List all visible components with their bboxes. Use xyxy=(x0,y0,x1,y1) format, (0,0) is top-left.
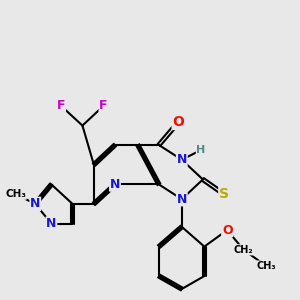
Text: N: N xyxy=(46,217,57,230)
Text: O: O xyxy=(172,115,184,129)
Text: S: S xyxy=(219,187,229,201)
Text: N: N xyxy=(110,178,120,191)
Text: CH₂: CH₂ xyxy=(234,245,254,255)
Text: O: O xyxy=(222,224,232,237)
Text: F: F xyxy=(57,99,65,112)
Text: N: N xyxy=(30,197,40,210)
Text: N: N xyxy=(177,193,187,206)
Text: CH₃: CH₃ xyxy=(5,189,26,199)
Text: F: F xyxy=(99,99,108,112)
Text: N: N xyxy=(177,153,187,166)
Text: CH₃: CH₃ xyxy=(256,261,276,271)
Text: H: H xyxy=(196,145,206,155)
